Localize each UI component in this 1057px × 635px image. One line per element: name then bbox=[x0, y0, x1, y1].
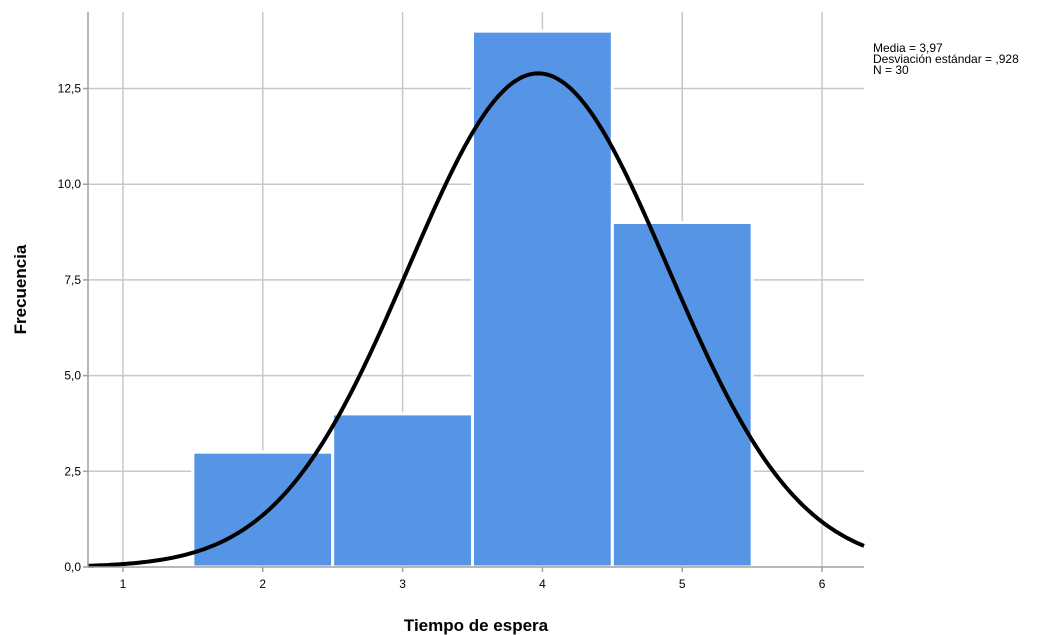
x-tick-label: 2 bbox=[259, 577, 266, 591]
y-tick-labels: 0,0 2,5 5,0 7,5 10,0 12,5 bbox=[58, 82, 82, 574]
stats-line-n: N = 30 bbox=[873, 63, 909, 77]
stats-line-mean: Media = 3,97 bbox=[873, 41, 943, 55]
y-tick-label: 7,5 bbox=[64, 273, 81, 287]
histogram-bar bbox=[331, 412, 475, 569]
y-tick-label: 10,0 bbox=[58, 177, 82, 191]
histogram-bar bbox=[471, 29, 614, 569]
y-tick-label: 12,5 bbox=[58, 82, 82, 96]
x-axis-title: Tiempo de espera bbox=[404, 616, 549, 635]
y-tick-label: 2,5 bbox=[64, 464, 81, 478]
y-tick-label: 5,0 bbox=[64, 369, 81, 383]
axes bbox=[83, 12, 864, 572]
stats-annotation: Media = 3,97 Desviación estándar = ,928 … bbox=[873, 41, 1019, 77]
y-axis-title: Frecuencia bbox=[11, 244, 30, 334]
x-tick-label: 4 bbox=[539, 577, 546, 591]
normal-curve-layer bbox=[87, 71, 865, 568]
histogram-bars bbox=[191, 29, 754, 569]
x-tick-label: 5 bbox=[679, 577, 686, 591]
histogram-bar bbox=[191, 450, 335, 569]
normal-curve bbox=[87, 71, 865, 568]
x-tick-labels: 1 2 3 4 5 6 bbox=[120, 577, 826, 591]
x-tick-label: 6 bbox=[819, 577, 826, 591]
histogram-bar bbox=[610, 221, 754, 569]
stats-line-sd: Desviación estándar = ,928 bbox=[873, 52, 1019, 66]
y-tick-label: 0,0 bbox=[64, 560, 81, 574]
x-tick-label: 1 bbox=[120, 577, 127, 591]
x-tick-label: 3 bbox=[399, 577, 406, 591]
